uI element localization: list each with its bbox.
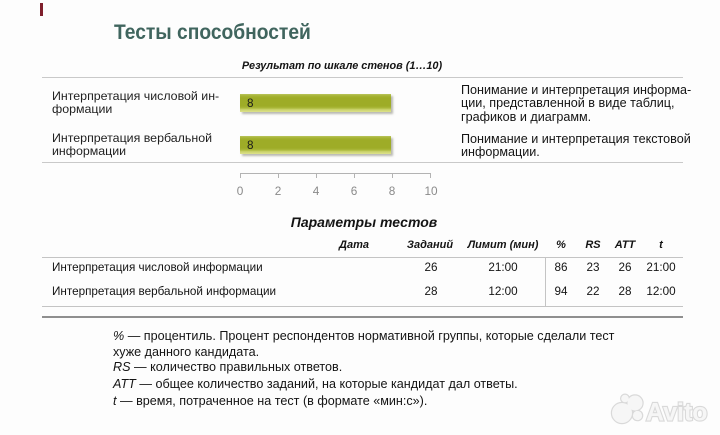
svg-text:Avito: Avito <box>646 399 708 427</box>
svg-text:Avito: Avito <box>646 399 708 427</box>
